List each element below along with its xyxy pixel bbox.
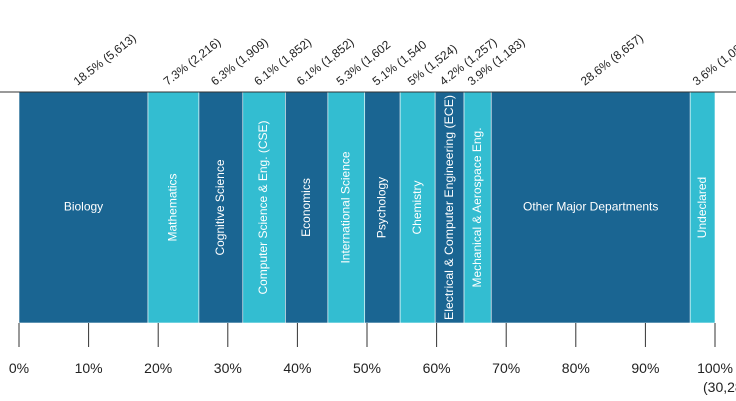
bar-segments — [18, 91, 716, 324]
segment-label: Electrical & Computer Engineering (ECE) — [442, 95, 456, 320]
x-tick-label: 70% — [492, 360, 520, 376]
bar-segment — [364, 91, 401, 324]
segment-label: Economics — [299, 178, 313, 237]
x-axis: 0% 10% 20% 30% 40% 50% 60% 70% 80% 90% 100% — [0, 91, 736, 376]
segment-label: Mathematics — [166, 173, 180, 241]
x-tick-label: 100% — [697, 360, 733, 376]
value-label: 3.6% (1,080) — [690, 35, 736, 88]
x-tick-label: 90% — [631, 360, 659, 376]
bar-segment — [434, 91, 465, 324]
x-tick-label: 20% — [144, 360, 172, 376]
bar-segment — [327, 91, 366, 324]
bar-segment — [242, 91, 286, 324]
x-tick-label: 10% — [75, 360, 103, 376]
bar-segment — [463, 91, 492, 324]
segment-label: Mechanical & Aerospace Eng. — [470, 127, 484, 287]
bar-segment — [399, 91, 436, 324]
value-label: 18.5% (5,613) — [71, 31, 139, 88]
bar-segment — [147, 91, 200, 324]
bar-segment — [285, 91, 329, 324]
segment-label: Undeclared — [695, 177, 709, 238]
value-label: 28.6% (8,657) — [578, 31, 646, 88]
x-tick-label: 80% — [562, 360, 590, 376]
segment-label: Chemistry — [410, 180, 424, 234]
segment-label: Computer Science & Eng. (CSE) — [256, 120, 270, 294]
x-tick-label: 0% — [9, 360, 29, 376]
segment-label: Cognitive Science — [213, 159, 227, 255]
segment-label: Other Major Departments — [523, 200, 658, 214]
segment-label: Psychology — [375, 177, 389, 238]
x-tick-label: 30% — [214, 360, 242, 376]
segment-label: Biology — [64, 200, 103, 214]
segment-label: International Science — [338, 151, 352, 263]
value-labels: 18.5% (5,613) 7.3% (2,216)6.3% (1,909)6.1… — [71, 31, 736, 88]
x-tick-label: 40% — [283, 360, 311, 376]
segment-labels: Biology Mathematics Cognitive Science Compu… — [64, 95, 709, 320]
total-label: (30,285 — [703, 379, 736, 395]
bar-segment — [689, 91, 716, 324]
x-tick-label: 50% — [353, 360, 381, 376]
x-tick-label: 60% — [423, 360, 451, 376]
bar-segment — [18, 91, 149, 324]
